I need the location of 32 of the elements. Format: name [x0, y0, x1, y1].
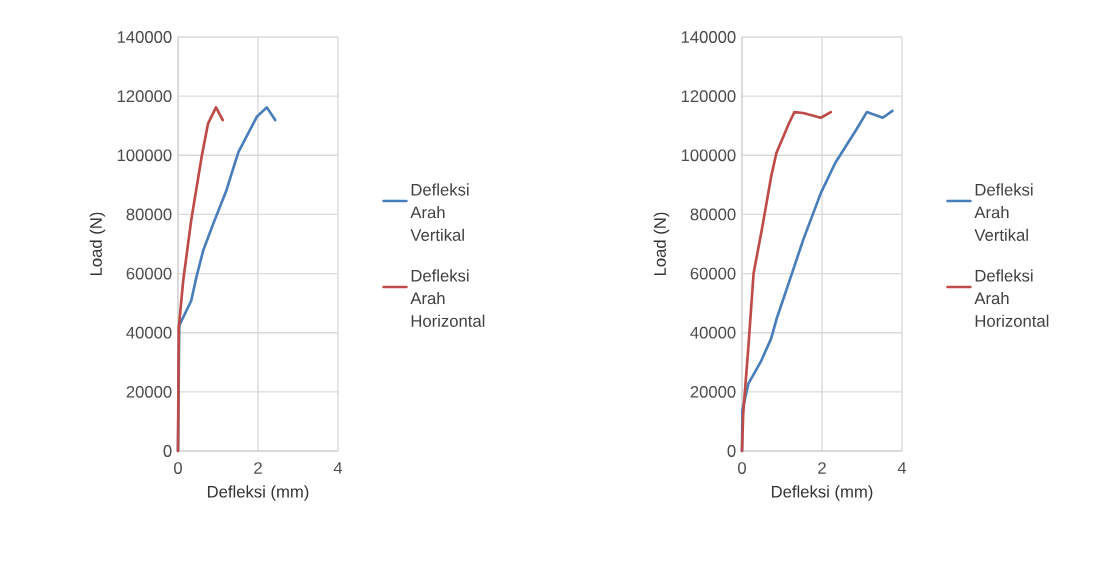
y-tick-label: 20000	[690, 385, 736, 398]
x-tick-label: 2	[254, 462, 262, 474]
y-tick-label: 100000	[117, 149, 172, 162]
y-tick-label: 140000	[681, 31, 736, 43]
y-tick-label: 40000	[690, 326, 736, 339]
y-tick-label: 80000	[126, 208, 172, 221]
x-tick-label: 0	[174, 462, 182, 474]
legend-label: Defleksi Arah Horizontal	[410, 269, 485, 327]
y-tick-label: 100000	[681, 149, 736, 162]
x-tick-label: 2	[818, 462, 826, 474]
x-tick-label: 4	[333, 462, 343, 474]
y-axis-title: Load (N)	[89, 212, 106, 276]
y-tick-label: 60000	[690, 267, 736, 280]
line-series	[176, 106, 225, 453]
y-tick-label: 20000	[126, 385, 172, 398]
legend-label: Defleksi Arah Horizontal	[974, 269, 1049, 327]
y-tick-label: 120000	[117, 90, 172, 103]
y-tick-label: 0	[163, 445, 172, 457]
y-tick-label: 40000	[126, 326, 172, 339]
x-tick-label: 4	[897, 462, 907, 474]
y-tick-label: 0	[727, 445, 736, 457]
y-axis-title: Load (N)	[653, 212, 670, 276]
x-axis-title: Defleksi (mm)	[771, 485, 873, 501]
y-tick-label: 80000	[690, 208, 736, 221]
y-tick-label: 120000	[681, 90, 736, 103]
x-axis-title: Defleksi (mm)	[207, 485, 309, 501]
legend-label: Defleksi Arah Vertikal	[410, 183, 469, 241]
y-tick-label: 60000	[126, 267, 172, 280]
y-tick-label: 140000	[117, 31, 172, 43]
line-series	[740, 110, 833, 453]
x-tick-label: 0	[738, 462, 746, 474]
legend-label: Defleksi Arah Vertikal	[974, 183, 1033, 241]
